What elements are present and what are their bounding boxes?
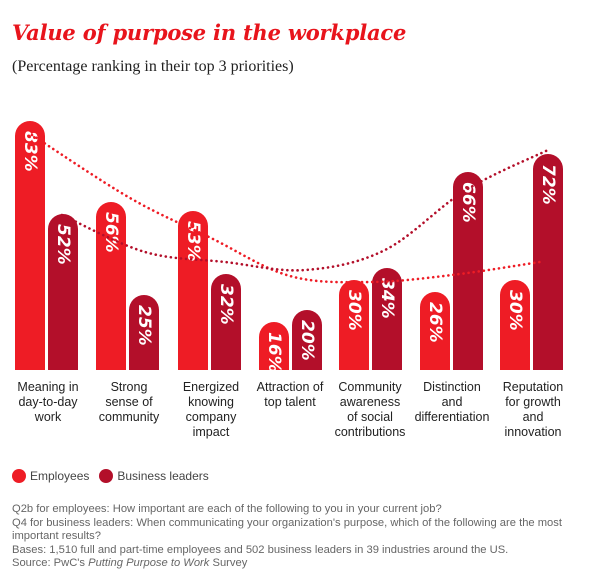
bar-business-leaders-6 [453, 172, 483, 370]
legend-label-employees: Employees [30, 469, 90, 483]
bar-business-leaders-5 [372, 268, 402, 370]
source-title: Putting Purpose to Work [88, 557, 210, 570]
note-q2b: Q2b for employees: How important are eac… [12, 503, 442, 515]
category-label-3: Energized knowing company impact [183, 380, 239, 439]
legend-item-employees: Employees [12, 469, 89, 483]
category-label-2: Strong sense of community [99, 380, 160, 424]
bar-business-leaders-2 [129, 295, 159, 370]
bar-business-leaders-7 [533, 154, 563, 370]
legend-swatch-employees [12, 469, 26, 483]
category-label-1: Meaning in day-to-day work [17, 380, 78, 424]
legend-swatch-business-leaders [99, 469, 114, 483]
category-label-4: Attraction of top talent [257, 380, 324, 409]
bar-employees-7 [500, 280, 530, 370]
value-label-employees-7: 30% [505, 290, 525, 331]
note-source: Source: PwC's Putting Purpose to Work Su… [12, 557, 582, 571]
bar-chart: 83% 52% Meaning in day-to-day work 56% 25% Stro… [15, 121, 564, 439]
value-label-employees-1: 83% [20, 131, 40, 172]
trend-line-employees [30, 133, 542, 284]
bar-employees-6 [420, 292, 450, 370]
bar-employees-2 [96, 202, 126, 370]
value-label-employees-5: 30% [344, 290, 364, 331]
legend: Employees Business leaders [12, 469, 219, 483]
category-label-5: Community awareness of social contributions [335, 380, 406, 439]
value-label-employees-4: 16% [264, 332, 284, 373]
value-label-business-leaders-5: 34% [377, 278, 397, 319]
bar-business-leaders-4 [292, 310, 322, 370]
note-q4: Q4 for business leaders: When communicat… [12, 516, 562, 543]
value-label-business-leaders-7: 72% [538, 164, 558, 205]
bar-employees-4 [259, 322, 289, 370]
note-bases: Bases: 1,510 full and part-time employee… [12, 543, 509, 556]
category-label-6: Distinction and differentiation [415, 380, 490, 424]
legend-item-business-leaders: Business leaders [99, 469, 209, 483]
value-label-business-leaders-4: 20% [297, 320, 317, 361]
value-label-business-leaders-2: 25% [134, 305, 154, 346]
bar-employees-5 [339, 280, 369, 370]
category-label-7: Reputation for growth and innovation [503, 380, 564, 439]
chart-title: Value of purpose in the workplace [12, 20, 407, 45]
value-label-employees-6: 26% [425, 302, 445, 343]
bar-business-leaders-3 [211, 274, 241, 370]
value-label-business-leaders-3: 32% [216, 284, 236, 325]
bar-employees-1 [15, 121, 45, 370]
value-label-employees-2: 56% [101, 212, 121, 253]
value-label-business-leaders-1: 52% [53, 224, 73, 265]
footnotes: Q2b for employees: How important are eac… [12, 503, 582, 571]
legend-label-business-leaders: Business leaders [117, 469, 209, 483]
chart-subtitle: (Percentage ranking in their top 3 prior… [12, 58, 294, 75]
value-label-employees-3: 53% [183, 221, 203, 262]
bar-business-leaders-1 [48, 214, 78, 370]
source-suffix: Survey [209, 557, 248, 570]
source-prefix: Source: PwC's [12, 557, 89, 570]
trend-line-business-leaders [60, 148, 550, 272]
bar-employees-3 [178, 211, 208, 370]
